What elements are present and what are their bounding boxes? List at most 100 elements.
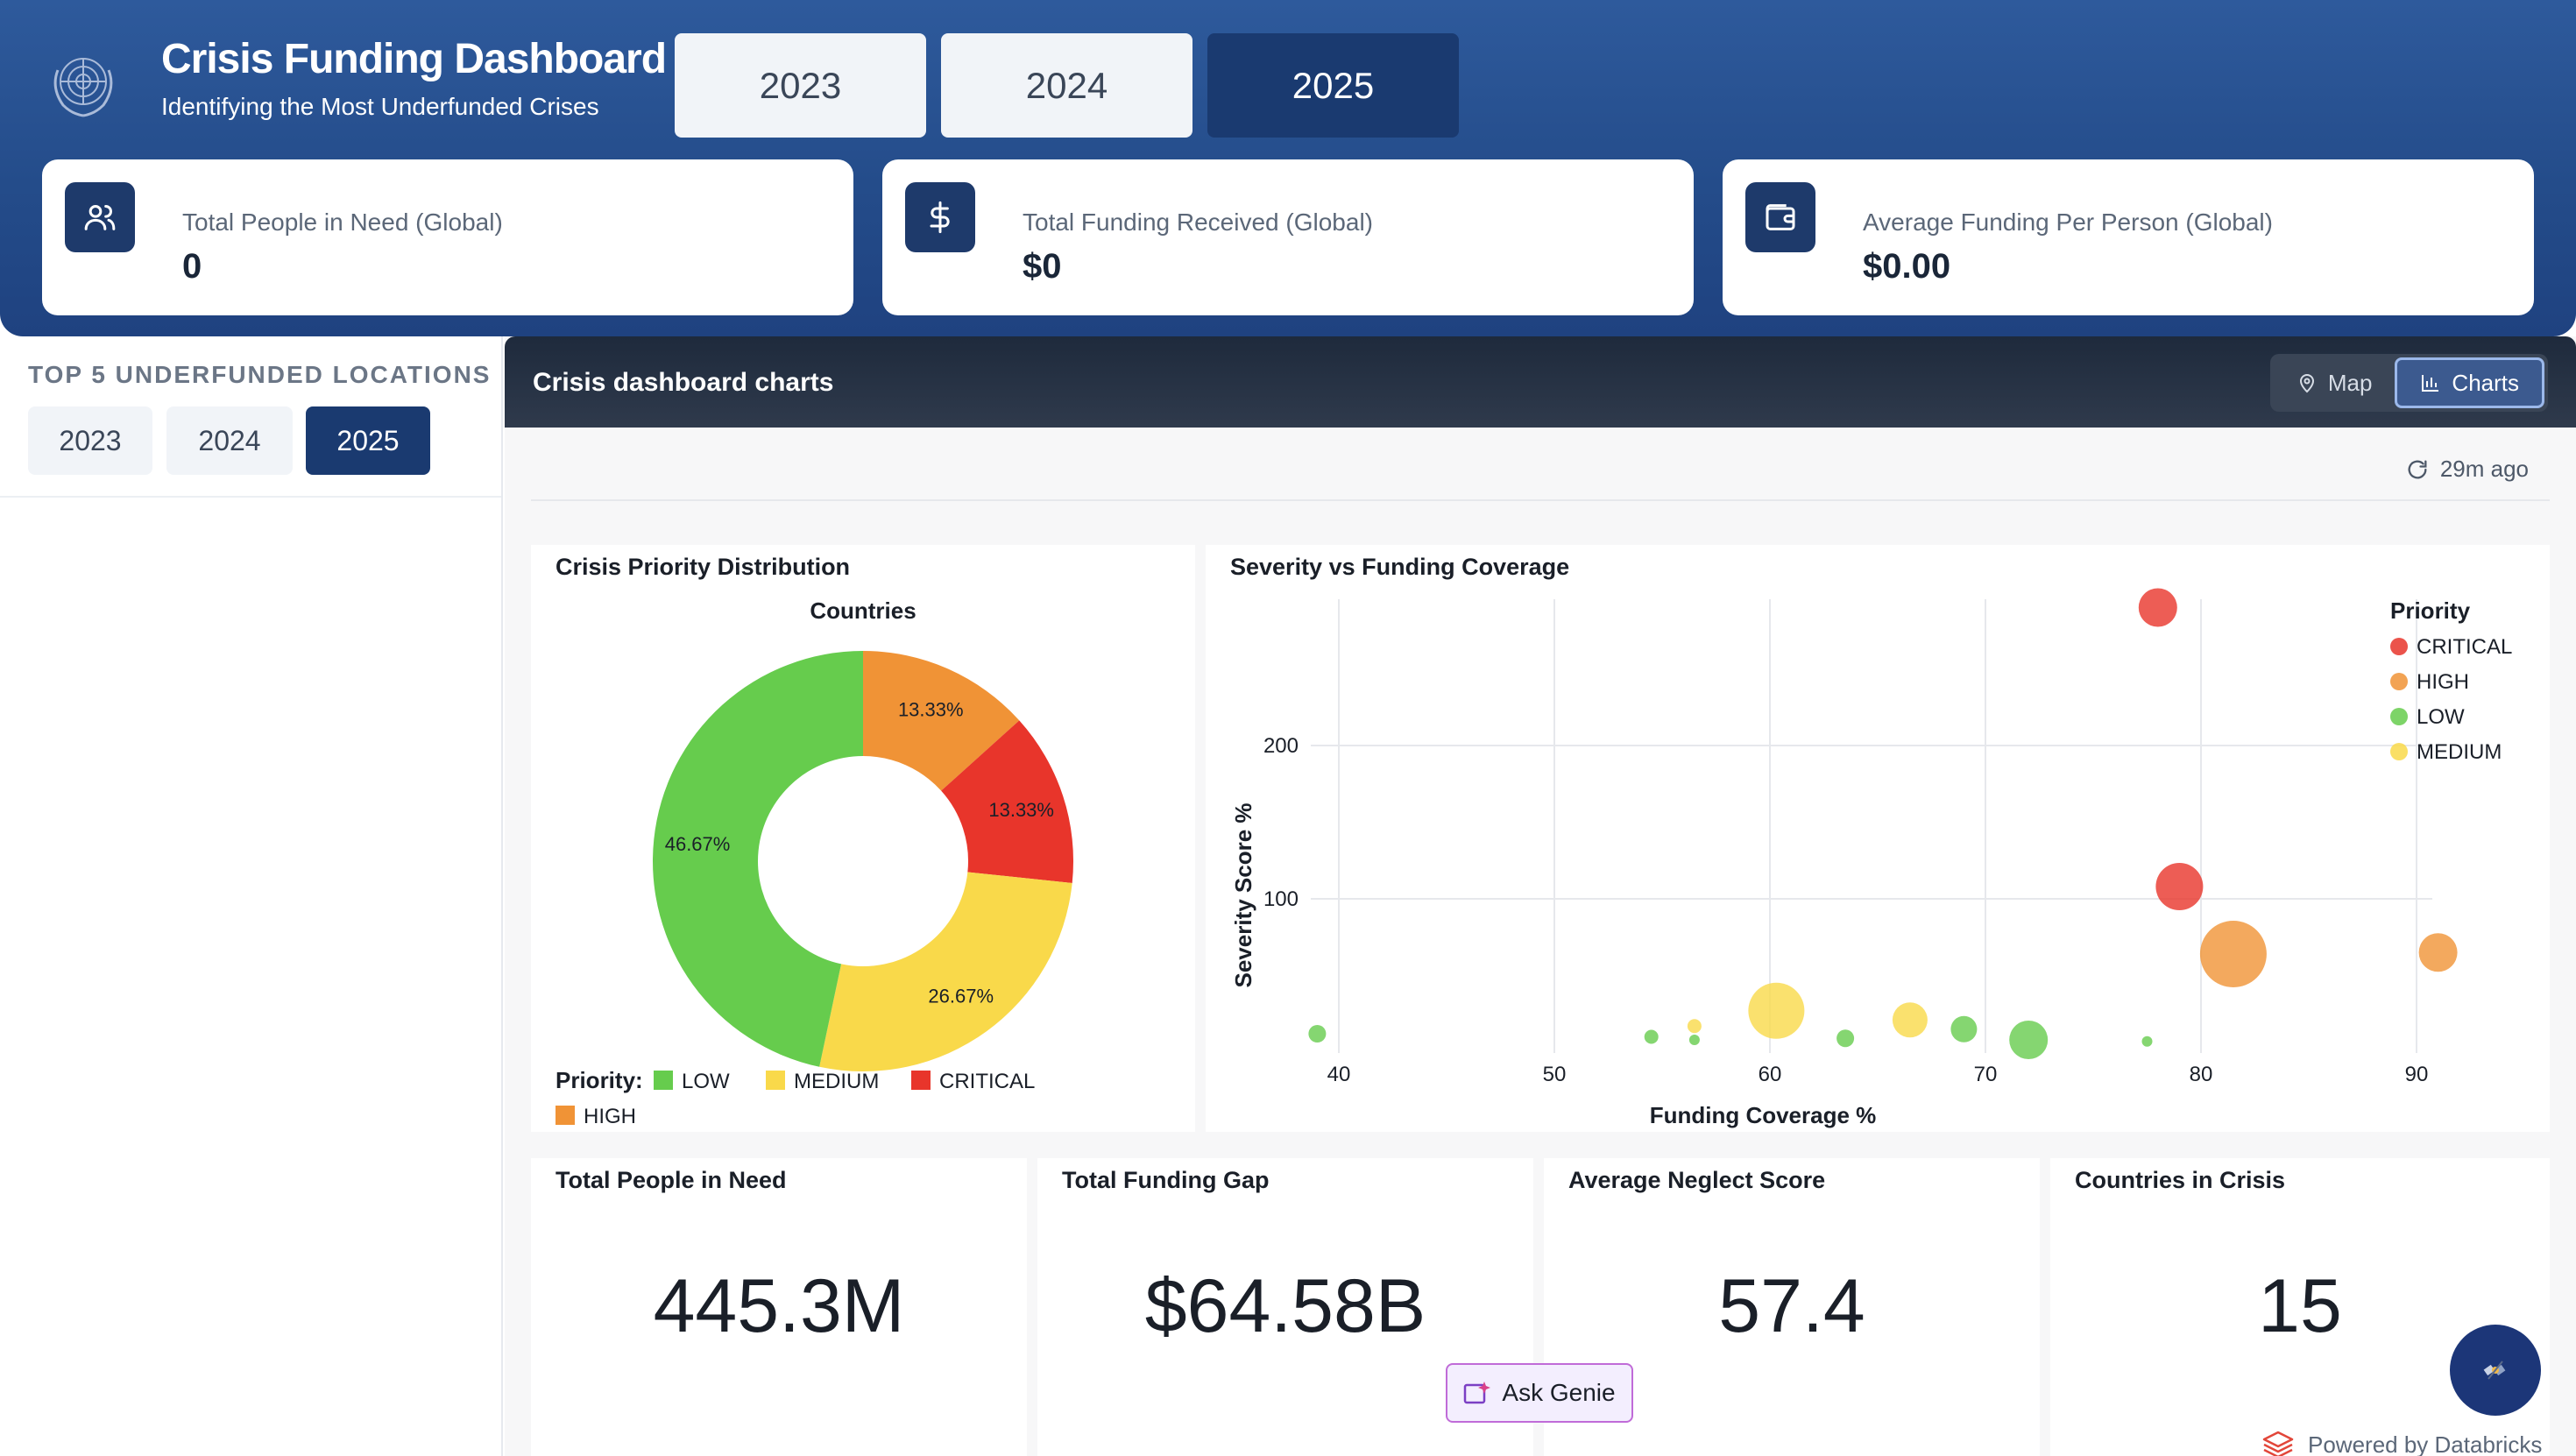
wallet-icon (1745, 182, 1815, 252)
severity-funding-panel: Severity vs Funding Coverage 40 50 60 70 80 9… (1206, 545, 2550, 1132)
scatter-point-low[interactable] (1950, 1015, 1978, 1043)
databricks-logo-icon (2262, 1431, 2294, 1456)
legend-item-low[interactable]: LOW (2417, 705, 2465, 729)
scatter-point-medium[interactable] (1892, 1002, 1928, 1038)
legend-swatch-low (654, 1071, 673, 1090)
sparkle-chat-icon (1464, 1382, 1491, 1404)
kpi-countries-in-crisis: Countries in Crisis 15 (2050, 1158, 2550, 1456)
y-tick-label: 100 (1263, 887, 1299, 911)
donut-slice-label: 13.33% (898, 698, 964, 720)
x-tick-label: 50 (1543, 1063, 1567, 1086)
refresh-row: 29m ago (531, 428, 2550, 501)
ask-genie-button[interactable]: Ask Genie (1446, 1363, 1633, 1423)
legend-item-medium[interactable]: MEDIUM (794, 1070, 879, 1093)
kpi-value: 57.4 (1718, 1264, 1865, 1348)
charts-toolbar: Crisis dashboard charts Map Charts (505, 336, 2576, 428)
kpi-title: Total People in Need (556, 1167, 787, 1193)
stat-card-people-in-need: Total People in Need (Global) 0 (42, 159, 853, 315)
stat-value: 0 (182, 247, 202, 286)
bar-chart-icon (2422, 375, 2439, 392)
x-axis-label: Funding Coverage % (1650, 1102, 1877, 1128)
dashboard-header: Crisis Funding Dashboard Identifying the… (0, 0, 2576, 336)
refresh-time: 29m ago (2439, 456, 2529, 482)
scatter-point-medium[interactable] (1687, 1019, 1702, 1034)
donut-subtitle: Countries (810, 597, 916, 624)
y-axis-label: Severity Score % (1230, 802, 1256, 987)
legend-item-high[interactable]: HIGH (584, 1105, 636, 1128)
donut-slice-label: 13.33% (988, 799, 1054, 821)
scatter-point-low[interactable] (1644, 1029, 1659, 1044)
scatter-point-critical[interactable] (2155, 863, 2204, 910)
panel-title: Crisis Priority Distribution (556, 554, 851, 580)
legend-item-high[interactable]: HIGH (2417, 670, 2469, 694)
app-title: Crisis Funding Dashboard (161, 36, 667, 82)
main-content: Crisis dashboard charts Map Charts 29m a… (505, 336, 2576, 1456)
un-emblem-icon (46, 44, 121, 119)
x-tick-label: 60 (1759, 1063, 1782, 1086)
donut-slice-high[interactable] (863, 651, 1020, 791)
kpi-title: Average Neglect Score (1568, 1167, 1826, 1193)
year-tab-2023[interactable]: 2023 (675, 33, 926, 138)
scatter-point-low[interactable] (1836, 1029, 1855, 1048)
users-icon (65, 182, 135, 252)
kpi-value: 15 (2258, 1264, 2342, 1348)
refresh-button[interactable]: 29m ago (2405, 456, 2529, 483)
scatter-point-high[interactable] (2199, 921, 2267, 987)
scatter-point-low[interactable] (2009, 1021, 2049, 1059)
legend-item-medium[interactable]: MEDIUM (2417, 740, 2502, 764)
divider (0, 496, 501, 498)
legend-marker-medium (2390, 743, 2408, 760)
scatter-point-low[interactable] (1688, 1035, 1700, 1045)
legend-title: Priority (2390, 597, 2471, 624)
legend-marker-critical (2390, 638, 2408, 655)
y-tick-label: 200 (1263, 734, 1299, 758)
kpi-value: $64.58B (1144, 1264, 1426, 1348)
charts-toolbar-title: Crisis dashboard charts (533, 368, 834, 397)
kpi-title: Total Funding Gap (1062, 1167, 1270, 1193)
donut-slice-critical[interactable] (941, 720, 1073, 883)
map-toggle-button[interactable]: Map (2274, 357, 2396, 408)
stat-label: Total People in Need (Global) (182, 209, 503, 236)
dollar-icon (905, 182, 975, 252)
charts-toggle-button[interactable]: Charts (2395, 357, 2544, 408)
stat-label: Average Funding Per Person (Global) (1863, 209, 2273, 236)
x-tick-label: 40 (1327, 1063, 1351, 1086)
scatter-point-low[interactable] (1308, 1025, 1327, 1043)
donut-slice-medium[interactable] (819, 872, 1072, 1071)
scatter-point-medium[interactable] (1748, 982, 1805, 1039)
satellite-icon (2483, 1361, 2506, 1380)
priority-distribution-panel: Crisis Priority Distribution Countries 1… (531, 545, 1195, 1132)
legend-item-low[interactable]: LOW (682, 1070, 730, 1093)
legend-item-critical[interactable]: CRITICAL (2417, 635, 2512, 659)
sidebar: TOP 5 UNDERFUNDED LOCATIONS 2023 2024 20… (0, 336, 503, 1456)
refresh-icon (2408, 460, 2427, 478)
map-toggle-label: Map (2327, 369, 2373, 396)
donut-slice-low[interactable] (652, 651, 863, 1067)
x-tick-label: 90 (2405, 1063, 2429, 1086)
donut-slice-label: 26.67% (928, 986, 994, 1007)
assistant-fab-button[interactable] (2450, 1325, 2541, 1416)
ask-genie-label: Ask Genie (1502, 1379, 1616, 1406)
scatter-point-low[interactable] (2141, 1035, 2153, 1047)
sidebar-year-tab-2025[interactable]: 2025 (306, 406, 430, 475)
powered-by-text: Powered by Databricks (2308, 1431, 2543, 1456)
year-tab-2024[interactable]: 2024 (941, 33, 1192, 138)
view-toggle: Map Charts (2269, 354, 2548, 412)
sidebar-year-tab-2024[interactable]: 2024 (166, 406, 293, 475)
sidebar-year-tab-2023[interactable]: 2023 (28, 406, 152, 475)
year-tab-2025[interactable]: 2025 (1207, 33, 1459, 138)
stat-card-funding-received: Total Funding Received (Global) $0 (882, 159, 1694, 315)
stat-label: Total Funding Received (Global) (1023, 209, 1373, 236)
legend-marker-high (2390, 673, 2408, 690)
legend-swatch-medium (766, 1071, 785, 1090)
kpi-title: Countries in Crisis (2075, 1167, 2286, 1193)
x-tick-label: 70 (1974, 1063, 1998, 1086)
sidebar-title: TOP 5 UNDERFUNDED LOCATIONS (28, 361, 492, 388)
scatter-point-high[interactable] (2418, 933, 2458, 972)
charts-toggle-label: Charts (2452, 369, 2519, 396)
powered-by: Powered by Databricks (2261, 1430, 2542, 1456)
scatter-point-critical[interactable] (2138, 588, 2177, 627)
stat-card-avg-funding: Average Funding Per Person (Global) $0.0… (1723, 159, 2534, 315)
legend-swatch-high (556, 1106, 575, 1125)
legend-item-critical[interactable]: CRITICAL (939, 1070, 1035, 1093)
